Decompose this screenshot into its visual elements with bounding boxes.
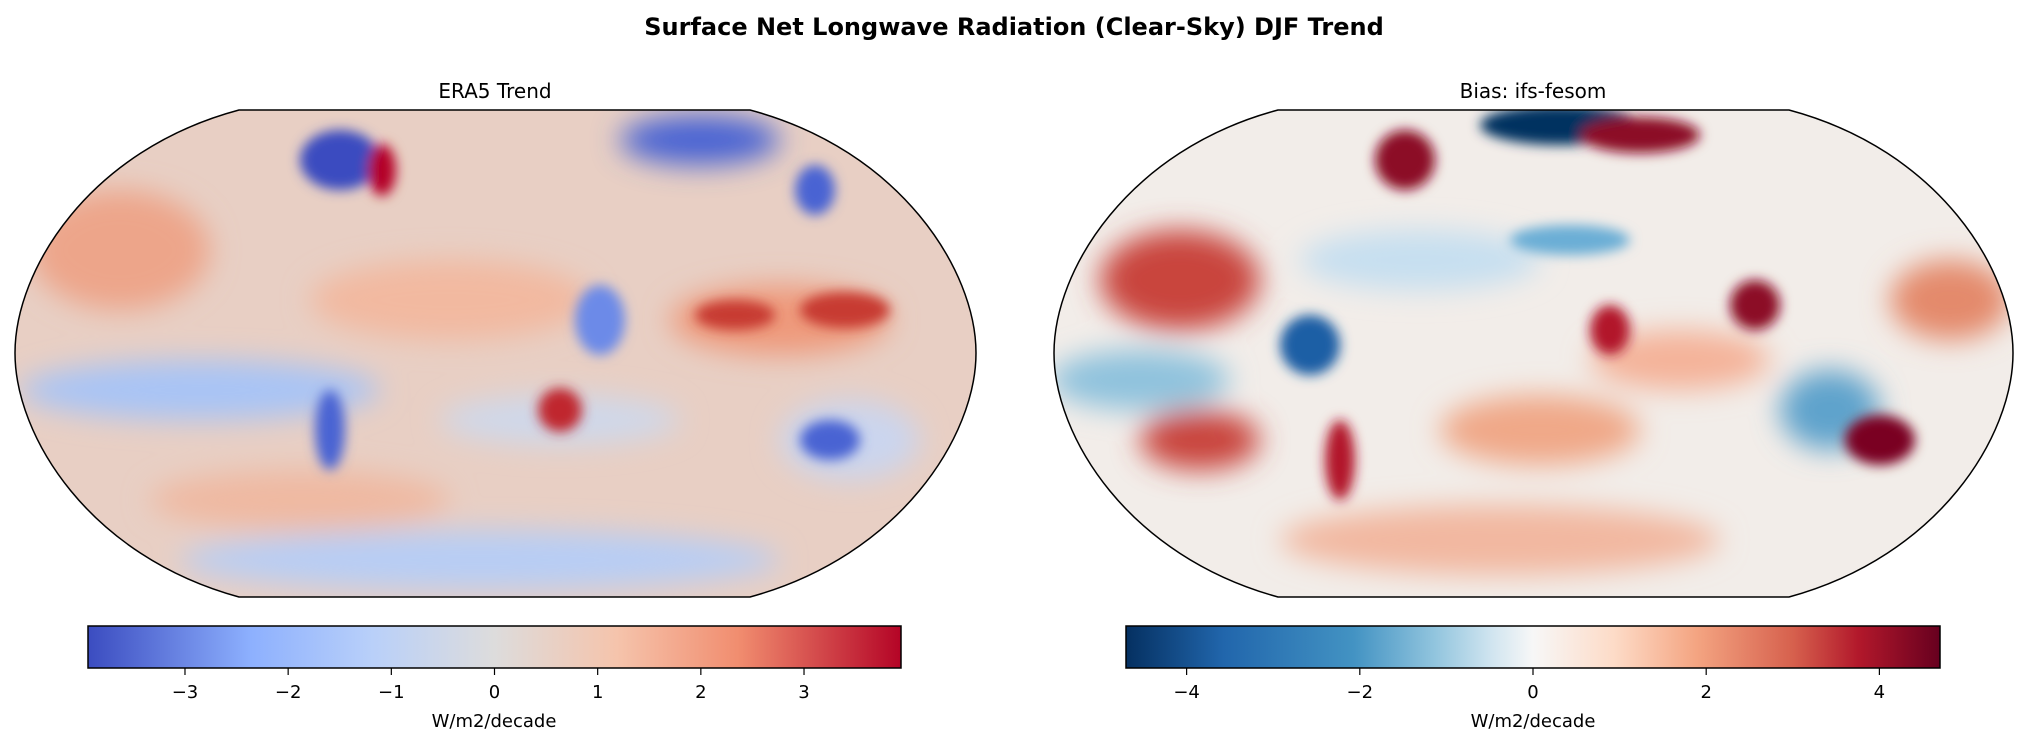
figure-title: Surface Net Longwave Radiation (Clear-Sk…	[644, 13, 1384, 41]
map-title-era5: ERA5 Trend	[438, 79, 551, 103]
map-border-bias	[1053, 109, 2014, 598]
colorbar-tick-label: −1	[378, 682, 405, 703]
colorbar-era5-label: W/m2/decade	[432, 711, 557, 732]
colorbar-tick-label: 1	[592, 682, 603, 703]
colorbar-bias-ticks: −4 −2 0 2 4	[1173, 668, 1885, 703]
colorbar-tick-label: −2	[275, 682, 302, 703]
colorbar-bias-label: W/m2/decade	[1471, 711, 1596, 732]
colorbar-tick-label: 0	[489, 682, 500, 703]
colorbar-bias	[1125, 625, 1941, 669]
colorbar-tick-label: 2	[1700, 682, 1711, 703]
colorbar-tick-label: −4	[1173, 682, 1200, 703]
colorbar-tick-label: 3	[798, 682, 809, 703]
era5-trend-map	[15, 110, 976, 597]
trend-features	[300, 130, 890, 470]
bias-features	[1280, 110, 1915, 500]
colorbar-tick-label: −2	[1347, 682, 1374, 703]
map-border-era5	[14, 109, 977, 598]
colorbar-era5-ticks: −3 −2 −1 0 1 2 3	[172, 668, 810, 703]
colorbar-tick-label: 4	[1874, 682, 1885, 703]
trend-field	[20, 115, 920, 590]
colorbar-tick-label: 2	[695, 682, 706, 703]
colorbar-era5	[87, 625, 902, 669]
colorbar-tick-label: −3	[172, 682, 199, 703]
colorbar-tick-label: 0	[1527, 682, 1538, 703]
bias-map	[1054, 110, 2013, 597]
map-title-bias: Bias: ifs-fesom	[1460, 79, 1607, 103]
